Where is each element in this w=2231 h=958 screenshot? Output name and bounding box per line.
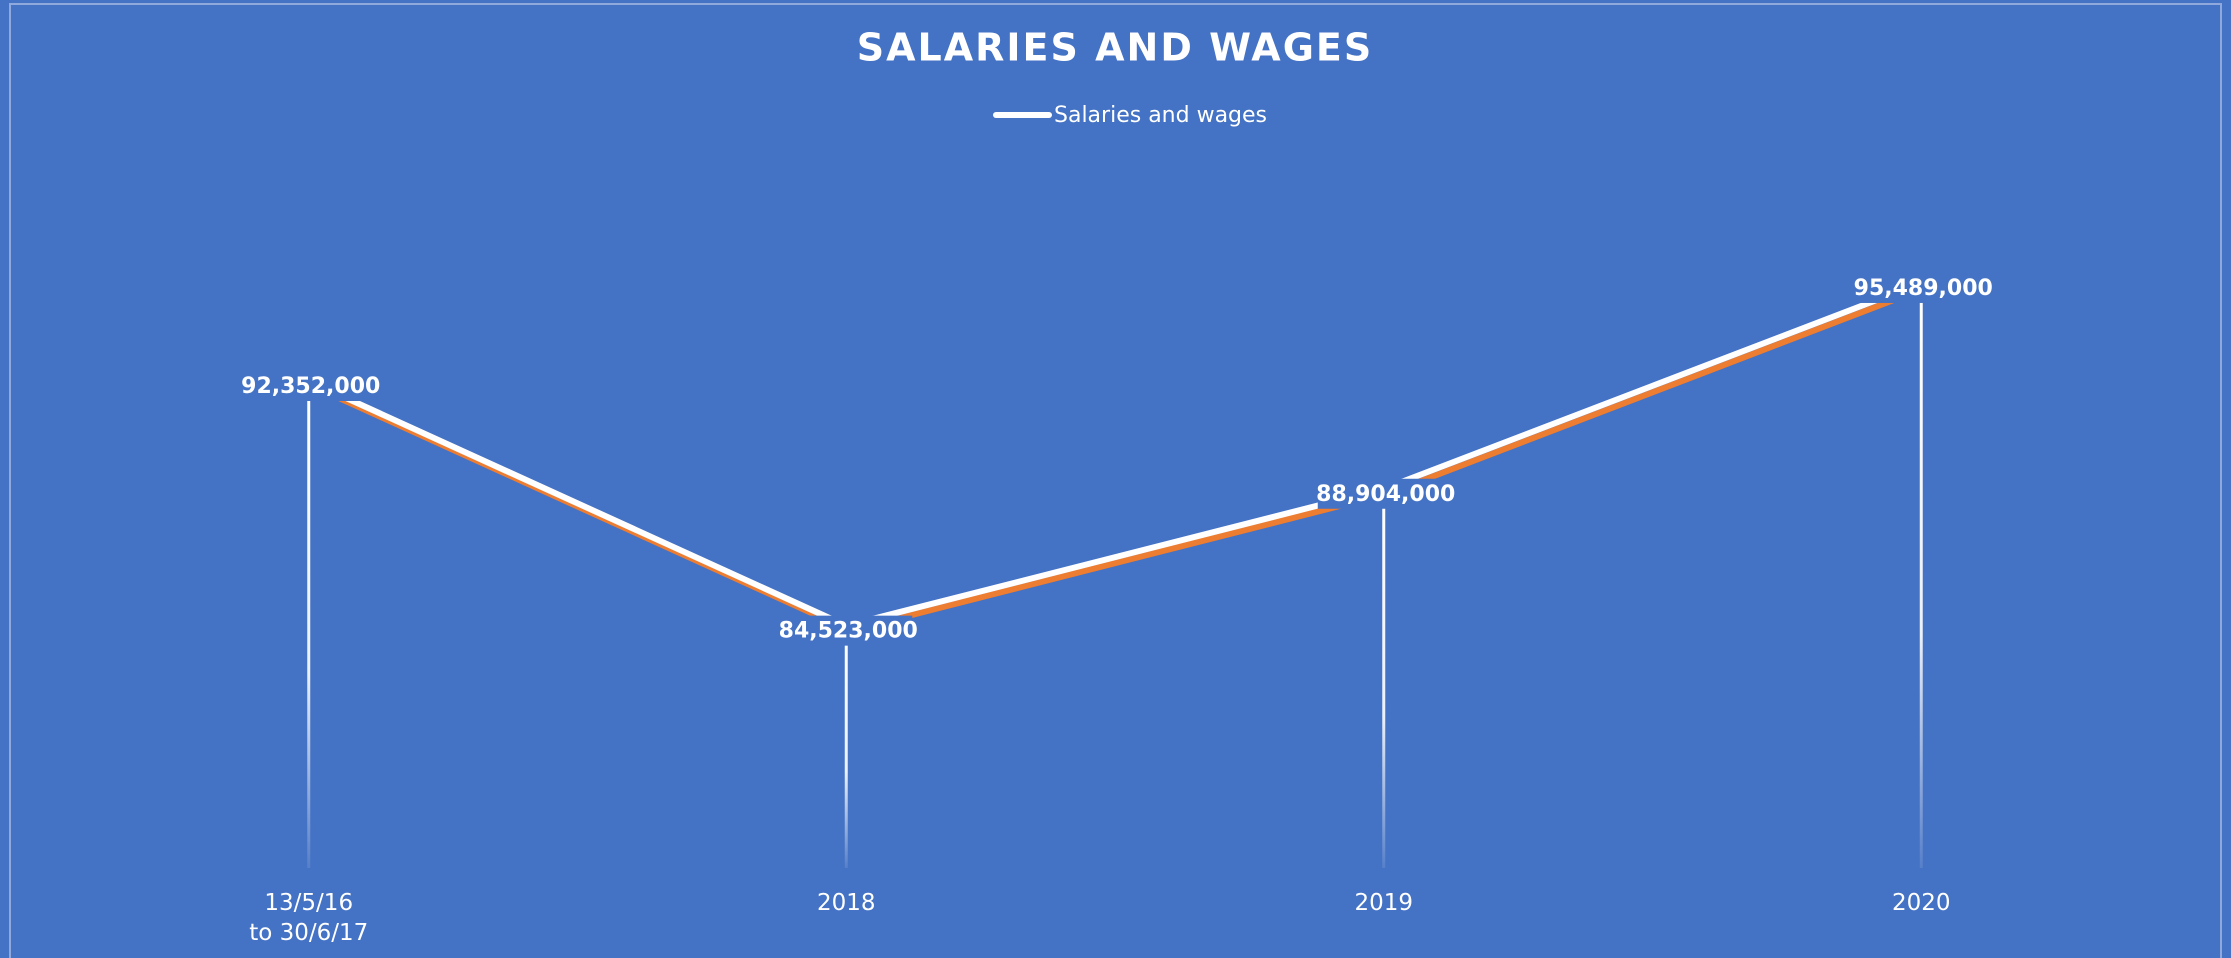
x-tick-label: 2018 — [816, 890, 876, 916]
data-label-bg — [242, 371, 375, 401]
data-label: 88,904,000 — [1316, 482, 1455, 507]
legend-label: Salaries and wages — [1054, 103, 1267, 128]
line — [307, 280, 1923, 629]
data-label: 84,523,000 — [779, 619, 918, 644]
drop-line — [1382, 488, 1386, 868]
data-label: 92,352,000 — [241, 374, 380, 399]
data-label-bg — [780, 615, 913, 646]
data-label: 95,489,000 — [1854, 276, 1993, 301]
drop-line — [307, 381, 311, 868]
plot-frame — [9, 3, 2222, 958]
drop-line — [1919, 282, 1923, 868]
x-tick-label: 2020 — [1891, 890, 1951, 916]
x-tick-label: 13/5/16 to 30/6/17 — [249, 890, 369, 946]
data-label-bg — [1855, 272, 1988, 303]
drop-line — [844, 625, 848, 868]
chart-title: SALARIES AND WAGES — [857, 26, 1373, 70]
data-label-bg — [1317, 478, 1450, 509]
x-tick-label: 2019 — [1354, 890, 1414, 916]
